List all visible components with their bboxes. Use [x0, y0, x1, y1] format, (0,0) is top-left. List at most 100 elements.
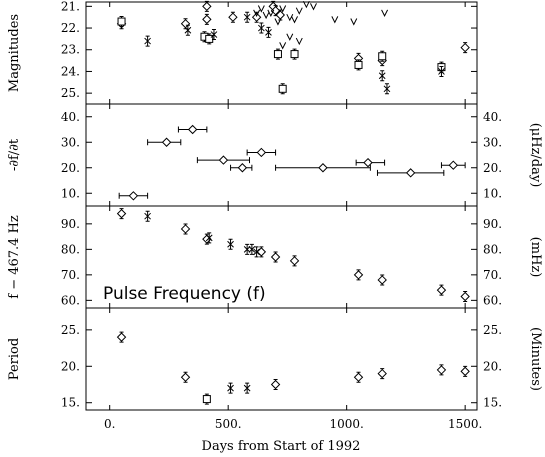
y-tick-label-right: 40. — [483, 110, 502, 124]
y-tick-label-right: 90. — [483, 217, 502, 231]
y-tick-label: 30. — [61, 135, 80, 149]
data-point — [353, 270, 364, 280]
y-tick-label-right: 60. — [483, 293, 502, 307]
y-tick-label-right: 80. — [483, 242, 502, 256]
data-point — [144, 212, 151, 220]
y-tick-label: 25. — [61, 323, 80, 337]
data-point — [378, 72, 386, 80]
data-point — [267, 9, 275, 17]
ylabel-period: Period — [7, 338, 22, 380]
data-point — [243, 384, 251, 392]
y-tick-label-right: 15. — [483, 396, 502, 410]
y-tick-label-right: 70. — [483, 268, 502, 282]
data-point — [354, 60, 363, 69]
data-point — [460, 42, 470, 53]
y-tick-label: 80. — [61, 242, 80, 256]
data-point — [353, 372, 364, 382]
y-tick-label-right: 20. — [483, 359, 502, 373]
data-point — [253, 248, 260, 256]
data-point — [161, 137, 172, 147]
y-tick-label: 21. — [61, 0, 80, 13]
data-point — [262, 11, 270, 20]
panel-frequency-derivative: -∂f/∂t (μHz/day) — [7, 103, 543, 207]
ylabel-derivative: -∂f/∂t — [7, 138, 22, 171]
panel-pulse-frequency: f − 467.4 Hz (mHz) Pulse Frequency (f) — [7, 205, 543, 309]
data-point — [278, 84, 287, 93]
data-point — [243, 13, 251, 21]
data-point — [270, 5, 281, 16]
data-point — [448, 160, 459, 170]
data-point — [237, 163, 248, 173]
y-tick-label: 20. — [61, 161, 80, 175]
x-tick-label: 1500. — [448, 417, 482, 431]
chart-marks: 21. 22. 23. 24. 25. 10. 10. 20. 20. 30. 30. 40. 40. 6… — [61, 0, 502, 431]
data-point — [378, 52, 387, 61]
data-point — [331, 16, 339, 24]
data-point — [251, 12, 262, 22]
data-point — [383, 85, 391, 93]
y-tick-label: 70. — [61, 268, 80, 282]
data-point — [279, 5, 287, 13]
data-point — [291, 16, 298, 24]
data-point — [116, 208, 127, 219]
data-point — [227, 240, 234, 248]
x-tick-label: 0. — [104, 417, 115, 431]
data-point — [180, 372, 191, 382]
ylabel-frequency: f − 467.4 Hz — [7, 215, 22, 299]
data-point — [144, 37, 151, 45]
data-point — [210, 31, 218, 38]
data-point — [202, 14, 212, 25]
data-point — [273, 50, 282, 59]
data-point — [180, 224, 191, 234]
data-point — [289, 256, 300, 266]
ylabel-right-period: (Minutes) — [528, 327, 543, 391]
data-point — [202, 1, 212, 12]
data-point — [243, 245, 251, 253]
y-tick-label: 20. — [61, 359, 80, 373]
data-point — [116, 332, 127, 342]
x-tick-label: 1000. — [329, 417, 363, 431]
data-point — [227, 384, 234, 392]
data-point — [274, 18, 282, 26]
data-point — [256, 147, 267, 158]
ylabel-magnitudes: Magnitudes — [7, 14, 22, 92]
data-point — [460, 291, 470, 302]
data-point — [128, 191, 139, 201]
data-point — [377, 275, 387, 285]
panel-frame — [85, 307, 478, 411]
data-point — [377, 368, 387, 379]
data-point — [205, 34, 214, 43]
y-tick-label: 23. — [61, 43, 80, 57]
y-tick-label: 60. — [61, 293, 80, 307]
y-tick-label-right: 30. — [483, 135, 502, 149]
data-point — [405, 168, 416, 178]
data-point — [438, 68, 445, 75]
y-tick-label: 25. — [61, 86, 80, 100]
data-point — [286, 33, 294, 41]
y-tick-label-right: 20. — [483, 161, 502, 175]
data-point — [318, 163, 328, 173]
data-point — [256, 247, 267, 257]
x-tick-label: 500. — [215, 417, 242, 431]
data-point — [279, 42, 287, 50]
y-tick-label-right: 10. — [483, 186, 502, 200]
data-point — [270, 379, 281, 390]
data-point — [436, 285, 447, 295]
y-tick-label-right: 25. — [483, 323, 502, 337]
data-point — [290, 50, 299, 59]
data-point — [295, 7, 303, 15]
data-point — [202, 395, 211, 404]
y-tick-label: 22. — [61, 21, 80, 35]
annotation-pulse-frequency: Pulse Frequency (f) — [103, 284, 266, 304]
data-point — [117, 17, 126, 26]
x-axis-label: Days from Start of 1992 — [202, 439, 361, 454]
data-point — [286, 13, 294, 22]
data-point — [270, 252, 281, 262]
data-point — [258, 24, 265, 32]
data-point — [248, 245, 256, 253]
y-tick-label: 90. — [61, 217, 80, 231]
data-point — [302, 0, 310, 9]
data-point — [218, 155, 229, 165]
panel-period: Period (Minutes) — [7, 307, 543, 411]
